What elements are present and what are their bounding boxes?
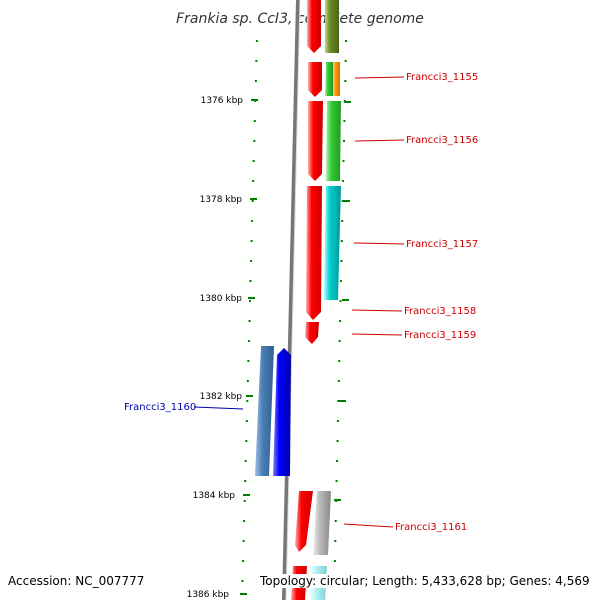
minor-tick-dot — [251, 220, 254, 222]
minor-tick-dot — [336, 440, 339, 442]
gene-leader-line — [354, 139, 405, 142]
minor-tick-dot — [242, 540, 245, 542]
minor-tick-dot — [344, 80, 347, 82]
cds-arrow[interactable] — [308, 101, 323, 181]
cds-arrow[interactable] — [305, 322, 319, 344]
minor-tick-dot — [253, 140, 256, 142]
axis-tick-label: 1376 kbp — [201, 96, 244, 106]
gene-leader-line — [351, 333, 403, 336]
axis-tick-label: 1384 kbp — [193, 491, 236, 501]
gene-label[interactable]: Francci3_1158 — [404, 306, 476, 317]
minor-tick-dot — [244, 460, 247, 462]
minor-tick-dot — [245, 440, 248, 442]
minor-tick-dot — [340, 240, 343, 242]
minor-tick-dot — [253, 120, 256, 122]
feature-bar-green[interactable] — [326, 101, 341, 181]
minor-tick-dot — [246, 400, 249, 402]
genome-backbone — [282, 0, 300, 600]
minor-tick-dot — [250, 260, 253, 262]
minor-tick-dot — [245, 420, 248, 422]
topology-text: Topology: circular; Length: 5,433,628 bp… — [260, 574, 590, 588]
minor-tick-dot — [241, 580, 244, 582]
cds-arrow[interactable] — [307, 0, 321, 53]
minor-tick-dot — [340, 260, 343, 262]
minor-tick-dot — [339, 320, 342, 322]
minor-tick-dot — [252, 160, 255, 162]
kbp-axis: 1376 kbp 1378 kbp 1380 kbp 1382 kbp 1384… — [187, 96, 351, 600]
minor-tick-dot — [249, 300, 251, 302]
gene-label[interactable]: Francci3_1159 — [404, 330, 476, 341]
minor-tick-dot — [334, 520, 337, 522]
minor-tick-dot — [336, 460, 338, 462]
minor-tick-dot — [342, 180, 345, 182]
minor-tick-dot — [334, 540, 337, 542]
minor-tick-dot — [336, 420, 339, 422]
axis-tick-label: 1380 kbp — [200, 294, 243, 304]
minor-tick-dot — [249, 280, 252, 282]
gene-label[interactable]: Francci3_1160 — [124, 402, 196, 413]
minor-tick-dot — [243, 520, 246, 522]
minor-tick-dot — [343, 120, 346, 122]
feature-bar-green[interactable] — [325, 62, 333, 96]
minor-tick-dot — [345, 40, 348, 42]
axis-tick-label: 1382 kbp — [200, 392, 243, 402]
gene-leader-line — [343, 523, 394, 528]
minor-tick-dot — [244, 480, 247, 482]
feature-bar-cyan[interactable] — [324, 186, 341, 300]
axis-tick-label: 1378 kbp — [200, 195, 243, 205]
minor-tick-dot — [243, 500, 246, 502]
gene-leader-line — [354, 76, 405, 79]
minor-tick-dot — [337, 400, 340, 402]
minor-tick-dot — [250, 240, 253, 242]
feature-bar-grey[interactable] — [313, 491, 331, 555]
feature-bar-orange[interactable] — [333, 62, 340, 96]
minor-tick-dot — [247, 360, 250, 362]
minor-tick-dot — [246, 380, 249, 382]
minor-tick-dot — [255, 60, 258, 62]
accession-text: Accession: NC_007777 — [8, 574, 145, 588]
minor-tick-dot — [338, 360, 341, 362]
minor-tick-dot — [254, 80, 257, 82]
minor-tick-dot — [341, 200, 344, 202]
minor-tick-dot — [242, 560, 245, 562]
minus-strand-cds — [273, 348, 291, 476]
cds-arrow[interactable] — [308, 62, 322, 97]
minor-tick-dot — [333, 560, 336, 562]
feature-bar-olive[interactable] — [325, 0, 339, 53]
left-tick-track — [241, 40, 258, 582]
minor-tick-dot — [338, 340, 341, 342]
cds-arrow[interactable] — [306, 186, 322, 320]
gene-label[interactable]: Francci3_1157 — [406, 239, 478, 250]
gene-label[interactable]: Francci3_1155 — [406, 72, 478, 83]
axis-tick-label: 1386 kbp — [187, 590, 230, 600]
minor-tick-dot — [339, 280, 342, 282]
plus-strand-cds — [291, 0, 323, 600]
minor-tick-dot — [251, 200, 254, 202]
gene-labels: Francci3_1155 Francci3_1156 Francci3_115… — [124, 72, 478, 533]
minor-tick-dot — [248, 320, 251, 322]
gene-leaders — [193, 76, 405, 528]
gene-leader-line — [353, 242, 405, 245]
minor-tick-dot — [337, 380, 340, 382]
minor-tick-dot — [342, 160, 345, 162]
gene-label[interactable]: Francci3_1161 — [395, 522, 467, 533]
genome-backbone-highlight — [285, 0, 301, 600]
minor-tick-dot — [255, 40, 258, 42]
minor-tick-dot — [341, 220, 344, 222]
minor-tick-dot — [247, 340, 250, 342]
gene-leader-line — [351, 309, 403, 312]
feature-bars — [255, 0, 341, 600]
minor-tick-dot — [344, 60, 347, 62]
cds-arrow[interactable] — [295, 491, 313, 552]
minor-tick-dot — [252, 180, 255, 182]
gene-label[interactable]: Francci3_1156 — [406, 135, 478, 146]
minor-tick-dot — [343, 140, 345, 142]
feature-bar-steelblue[interactable] — [255, 346, 274, 476]
minor-tick-dot — [339, 300, 342, 302]
gene-leader-line — [193, 406, 244, 410]
minor-tick-dot — [335, 480, 338, 482]
cds-arrow-minus[interactable] — [273, 348, 291, 476]
